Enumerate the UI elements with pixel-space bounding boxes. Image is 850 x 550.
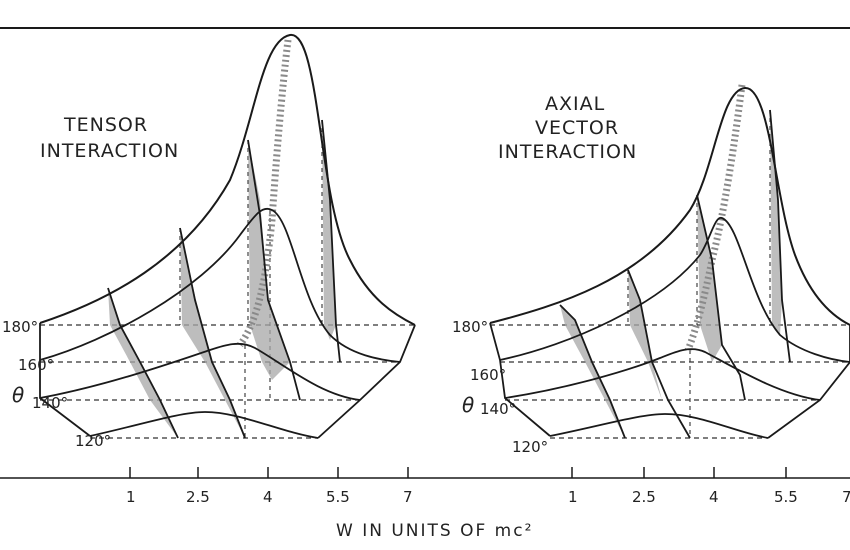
tensor-curve-120 [89, 411, 319, 439]
axial-angle-140: 140° [480, 400, 516, 418]
tensor-crossline-3 [247, 139, 301, 401]
left-tick-label-1: 1 [126, 488, 136, 506]
right-tick-label-1: 1 [568, 488, 578, 506]
tensor-left-edge [39, 323, 91, 437]
tensor-curve-180 [39, 33, 416, 326]
tensor-angle-180: 180° [2, 318, 38, 336]
right-x-axis: 1 2.5 4 5.5 7 [568, 467, 850, 506]
axial-crossline-5 [767, 325, 850, 439]
right-tick-label-2: 2.5 [632, 488, 656, 506]
axial-angle-180: 180° [452, 318, 488, 336]
axial-angle-160: 160° [470, 366, 506, 384]
axial-crossline-2 [627, 269, 691, 439]
tensor-curve-140 [39, 342, 361, 401]
tensor-title-line-2: INTERACTION [40, 140, 179, 162]
tensor-crossline-1 [107, 287, 179, 439]
left-tick-label-4: 5.5 [326, 488, 350, 506]
tensor-theta-symbol: θ [12, 383, 24, 407]
tensor-angle-140: 140° [32, 394, 68, 412]
axial-title-line-2: VECTOR [535, 117, 619, 139]
axial-crossline-3 [696, 194, 746, 401]
axial-curve-180 [489, 86, 850, 326]
axial-slice-2 [628, 270, 662, 400]
axial-slice-4 [770, 110, 782, 335]
tensor-angle-160: 160° [18, 356, 54, 374]
tensor-slice-2 [180, 228, 245, 438]
tensor-crossline-2 [179, 227, 246, 439]
right-tick-label-3: 4 [709, 488, 719, 506]
axial-title-line-3: INTERACTION [498, 141, 637, 163]
axial-vector-panel: AXIAL VECTOR INTERACTION [452, 84, 850, 456]
axial-curve-160 [499, 217, 850, 363]
tensor-slice-4 [322, 120, 336, 340]
axial-curve-120 [549, 413, 769, 439]
axial-left-edge [489, 322, 551, 437]
tensor-crossline-5 [317, 324, 416, 439]
left-tick-label-3: 4 [263, 488, 273, 506]
right-tick-label-4: 5.5 [774, 488, 798, 506]
tensor-peak-locus [237, 39, 292, 348]
axial-theta-symbol: θ [462, 393, 474, 417]
axial-curve-140 [504, 348, 821, 401]
axial-title-line-1: AXIAL [545, 93, 605, 115]
right-tick-label-5: 7 [842, 488, 850, 506]
axial-crossline-1 [559, 304, 626, 439]
left-tick-label-2: 2.5 [186, 488, 210, 506]
axial-peak-locus [684, 84, 746, 352]
tensor-crossline-4 [321, 119, 341, 363]
tensor-title-line-1: TENSOR [63, 114, 148, 136]
left-x-axis: 1 2.5 4 5.5 7 [126, 467, 413, 506]
tensor-panel: TENSOR INTERACTION [2, 33, 416, 450]
axial-angle-120: 120° [512, 438, 548, 456]
left-tick-label-5: 7 [403, 488, 413, 506]
tensor-curve-160 [39, 207, 401, 363]
axial-crossline-4 [769, 109, 791, 363]
x-axis-title: W IN UNITS OF mc² [336, 521, 533, 541]
axial-slice-1 [560, 305, 625, 438]
tensor-angle-120: 120° [75, 432, 111, 450]
